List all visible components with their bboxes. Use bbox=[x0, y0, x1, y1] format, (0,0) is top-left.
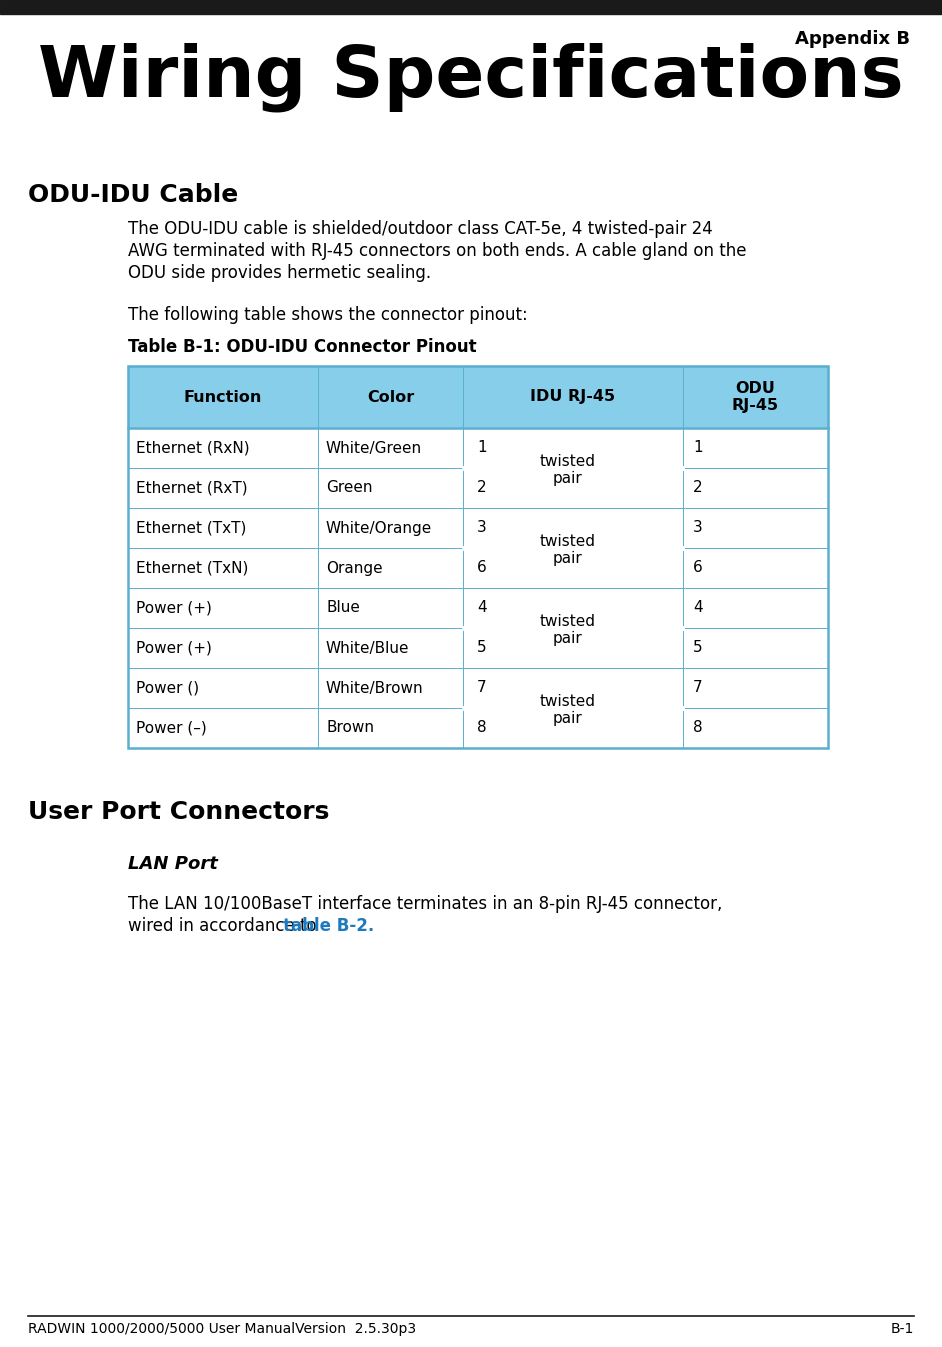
Text: twisted: twisted bbox=[540, 613, 596, 629]
Text: twisted: twisted bbox=[540, 454, 596, 469]
Bar bbox=[128, 548, 828, 589]
Bar bbox=[128, 366, 828, 428]
Text: The LAN 10/100BaseT interface terminates in an 8-pin RJ-45 connector,: The LAN 10/100BaseT interface terminates… bbox=[128, 894, 723, 913]
Text: Ethernet (TxT): Ethernet (TxT) bbox=[136, 520, 247, 536]
Text: Power (+): Power (+) bbox=[136, 601, 212, 616]
Bar bbox=[128, 467, 828, 508]
Text: Ethernet (RxT): Ethernet (RxT) bbox=[136, 481, 248, 496]
Bar bbox=[128, 428, 828, 467]
Text: ODU side provides hermetic sealing.: ODU side provides hermetic sealing. bbox=[128, 264, 431, 282]
Text: White/Green: White/Green bbox=[326, 440, 422, 455]
Text: Appendix B: Appendix B bbox=[795, 30, 910, 48]
Text: 7: 7 bbox=[693, 680, 703, 695]
Text: 6: 6 bbox=[693, 560, 703, 575]
Text: The following table shows the connector pinout:: The following table shows the connector … bbox=[128, 306, 528, 325]
Text: LAN Port: LAN Port bbox=[128, 855, 218, 873]
Text: 2: 2 bbox=[693, 481, 703, 496]
Text: White/Brown: White/Brown bbox=[326, 680, 424, 695]
Text: RADWIN 1000/2000/5000 User ManualVersion  2.5.30p3: RADWIN 1000/2000/5000 User ManualVersion… bbox=[28, 1321, 416, 1336]
Text: AWG terminated with RJ-45 connectors on both ends. A cable gland on the: AWG terminated with RJ-45 connectors on … bbox=[128, 242, 746, 260]
Bar bbox=[128, 709, 828, 748]
Text: Function: Function bbox=[184, 389, 262, 404]
Text: White/Blue: White/Blue bbox=[326, 641, 410, 656]
Text: 4: 4 bbox=[693, 601, 703, 616]
Text: pair: pair bbox=[553, 710, 583, 726]
Text: Table B-1: ODU-IDU Connector Pinout: Table B-1: ODU-IDU Connector Pinout bbox=[128, 338, 477, 356]
Text: 7: 7 bbox=[477, 680, 487, 695]
Text: Orange: Orange bbox=[326, 560, 382, 575]
Bar bbox=[128, 589, 828, 628]
Text: pair: pair bbox=[553, 470, 583, 485]
Text: 1: 1 bbox=[477, 440, 487, 455]
Text: 3: 3 bbox=[693, 520, 703, 536]
Text: ODU
RJ-45: ODU RJ-45 bbox=[732, 381, 779, 414]
Bar bbox=[128, 366, 828, 748]
Bar bbox=[0, 0, 942, 13]
Text: B-1: B-1 bbox=[890, 1321, 914, 1336]
Text: 8: 8 bbox=[477, 721, 487, 735]
Text: Power (+): Power (+) bbox=[136, 641, 212, 656]
Text: 1: 1 bbox=[693, 440, 703, 455]
Text: 4: 4 bbox=[477, 601, 487, 616]
Text: The ODU-IDU cable is shielded/outdoor class CAT-5e, 4 twisted-pair 24: The ODU-IDU cable is shielded/outdoor cl… bbox=[128, 220, 713, 238]
Bar bbox=[128, 668, 828, 709]
Text: 5: 5 bbox=[477, 641, 487, 656]
Text: White/Orange: White/Orange bbox=[326, 520, 432, 536]
Text: 5: 5 bbox=[693, 641, 703, 656]
Text: Ethernet (TxN): Ethernet (TxN) bbox=[136, 560, 249, 575]
Text: Power (): Power () bbox=[136, 680, 199, 695]
Text: Brown: Brown bbox=[326, 721, 374, 735]
Text: twisted: twisted bbox=[540, 533, 596, 548]
Text: pair: pair bbox=[553, 551, 583, 566]
Bar bbox=[128, 508, 828, 548]
Text: pair: pair bbox=[553, 630, 583, 645]
Text: Power (–): Power (–) bbox=[136, 721, 206, 735]
Text: User Port Connectors: User Port Connectors bbox=[28, 800, 330, 824]
Text: IDU RJ-45: IDU RJ-45 bbox=[530, 389, 615, 404]
Text: table B-2.: table B-2. bbox=[283, 917, 374, 935]
Text: wired in accordance to: wired in accordance to bbox=[128, 917, 322, 935]
Text: ODU-IDU Cable: ODU-IDU Cable bbox=[28, 183, 238, 207]
Bar bbox=[128, 628, 828, 668]
Text: 6: 6 bbox=[477, 560, 487, 575]
Text: Color: Color bbox=[366, 389, 414, 404]
Text: Green: Green bbox=[326, 481, 372, 496]
Text: Ethernet (RxN): Ethernet (RxN) bbox=[136, 440, 250, 455]
Text: 8: 8 bbox=[693, 721, 703, 735]
Text: Wiring Specifications: Wiring Specifications bbox=[39, 42, 903, 112]
Text: twisted: twisted bbox=[540, 694, 596, 709]
Text: 2: 2 bbox=[477, 481, 487, 496]
Text: Blue: Blue bbox=[326, 601, 360, 616]
Text: 3: 3 bbox=[477, 520, 487, 536]
